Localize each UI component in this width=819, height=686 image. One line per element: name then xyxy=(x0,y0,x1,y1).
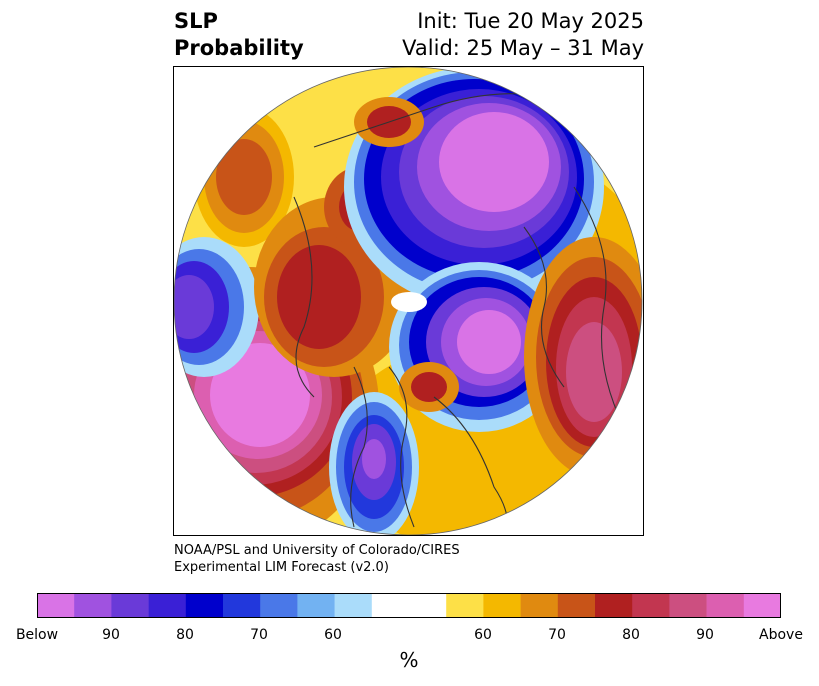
colorbar-tick-label: Above xyxy=(759,627,803,643)
credit-org: NOAA/PSL and University of Colorado/CIRE… xyxy=(174,543,460,558)
title-variable: SLP xyxy=(174,9,218,33)
colorbar-tick-label: 80 xyxy=(622,627,640,643)
colorbar-cell xyxy=(148,593,187,618)
globe-outline xyxy=(174,67,643,535)
title-metric: Probability xyxy=(174,36,304,60)
title-left: SLP Probability xyxy=(174,8,304,62)
filled-contours xyxy=(174,67,642,535)
colorbar-tick-label: Below xyxy=(15,627,59,643)
colorbar-cell xyxy=(297,593,335,618)
init-date: Init: Tue 20 May 2025 xyxy=(417,9,644,33)
valid-range: Valid: 25 May – 31 May xyxy=(402,36,644,60)
colorbar-cell xyxy=(185,593,224,618)
colorbar-tick-label: 90 xyxy=(102,627,120,643)
colorbar-unit: % xyxy=(399,648,419,672)
colorbar-tick-label: 80 xyxy=(176,627,194,643)
colorbar-cell xyxy=(223,593,261,618)
title-right: Init: Tue 20 May 2025 Valid: 25 May – 31… xyxy=(402,8,644,62)
colorbar-cell xyxy=(446,593,484,618)
colorbar-cell xyxy=(483,593,521,618)
colorbar-cell xyxy=(334,593,373,618)
map-panel xyxy=(173,66,644,536)
colorbar-tick-label: 90 xyxy=(696,627,714,643)
colorbar-cell xyxy=(557,593,596,618)
colorbar-cell xyxy=(669,593,707,618)
colorbar-cell xyxy=(74,593,112,618)
colorbar-cell xyxy=(520,593,559,618)
credit: NOAA/PSL and University of Colorado/CIRE… xyxy=(174,542,460,576)
probability-map xyxy=(174,67,643,535)
colorbar-cell xyxy=(371,593,410,618)
credit-model: Experimental LIM Forecast (v2.0) xyxy=(174,560,389,575)
colorbar-cell xyxy=(595,593,633,618)
colorbar-tick-label: 70 xyxy=(250,627,268,643)
colorbar-cell xyxy=(37,593,75,618)
colorbar xyxy=(37,593,781,618)
colorbar-cell xyxy=(632,593,670,618)
colorbar-cell xyxy=(409,593,447,618)
colorbar-tick-label: 70 xyxy=(548,627,566,643)
colorbar-cell xyxy=(111,593,149,618)
colorbar-cells xyxy=(37,593,781,618)
colorbar-cell xyxy=(706,593,745,618)
colorbar-cell xyxy=(260,593,298,618)
colorbar-tick-label: 60 xyxy=(474,627,492,643)
colorbar-tick-label: 60 xyxy=(324,627,342,643)
colorbar-cell xyxy=(743,593,781,618)
colorbar-outline xyxy=(37,593,781,618)
